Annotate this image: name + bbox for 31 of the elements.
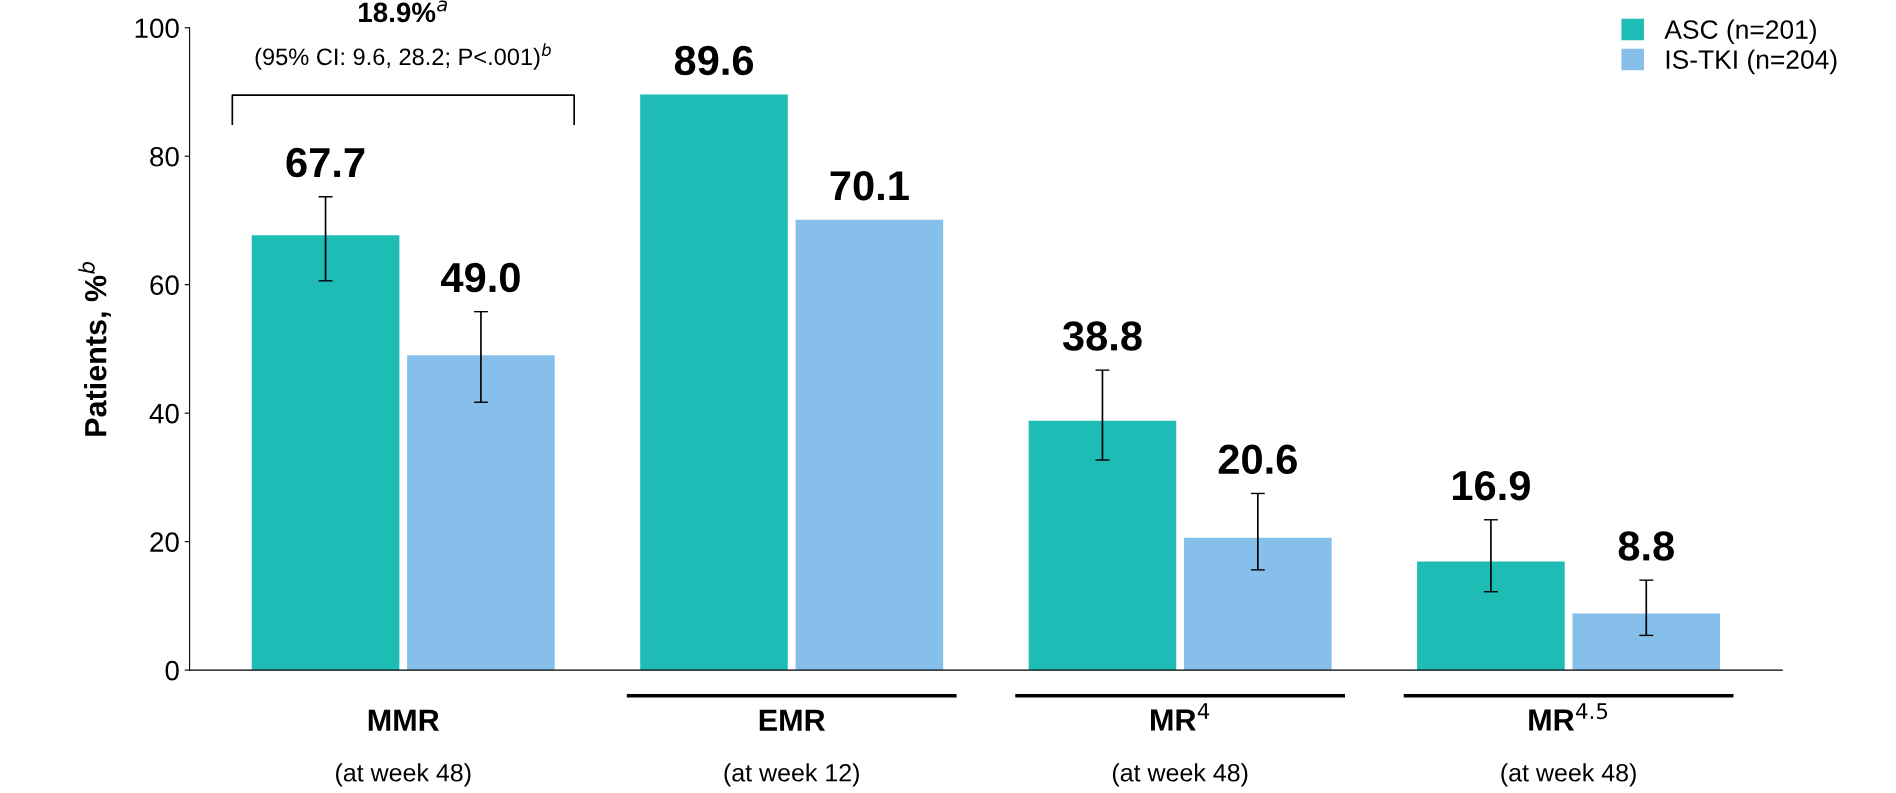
data-label: 89.6 [674, 45, 754, 76]
category-label: MR$^{4}$ (at week 48) [1112, 703, 1248, 787]
data-label: 16.9 [1452, 470, 1530, 501]
bar [640, 94, 788, 671]
y-axis-title: Patients, %$^{b}$ [78, 261, 111, 436]
text: 18.9%$^{a}$ [359, 0, 447, 23]
bar [795, 219, 944, 671]
legend-label: IS-TKI (n=204) [1666, 49, 1837, 75]
data-label: 49.0 [441, 262, 520, 293]
bar [1572, 613, 1721, 671]
data-label: 70.1 [830, 170, 909, 201]
y-tick-label: 80 [150, 146, 179, 167]
data-label: 38.8 [1062, 321, 1142, 351]
bar [1028, 420, 1177, 671]
legend-label: ASC (n=201) [1664, 19, 1816, 45]
data-label: 20.6 [1218, 444, 1297, 475]
y-tick-label: 60 [150, 275, 179, 296]
bar [1184, 537, 1332, 671]
bar [251, 235, 400, 671]
annotation: (95% CI: 9.6, 28.2; P<.001)$^{b}$ [255, 43, 551, 70]
y-tick-label: 20 [150, 532, 179, 552]
category-label: MR$^{4.5}$ (at week 48) [1501, 703, 1636, 787]
data-label: 67.7 [286, 147, 365, 178]
data-label: 8.8 [1618, 531, 1674, 561]
y-tick-label: 0 [165, 660, 179, 681]
x-tick-label: MMR (at week 48) [336, 709, 471, 787]
bar [407, 355, 555, 671]
x-tick-label: EMR (at week 12) [724, 709, 859, 787]
y-tick-label: 100 [135, 18, 179, 39]
y-tick-label: 40 [149, 403, 179, 424]
bar [1417, 561, 1565, 671]
